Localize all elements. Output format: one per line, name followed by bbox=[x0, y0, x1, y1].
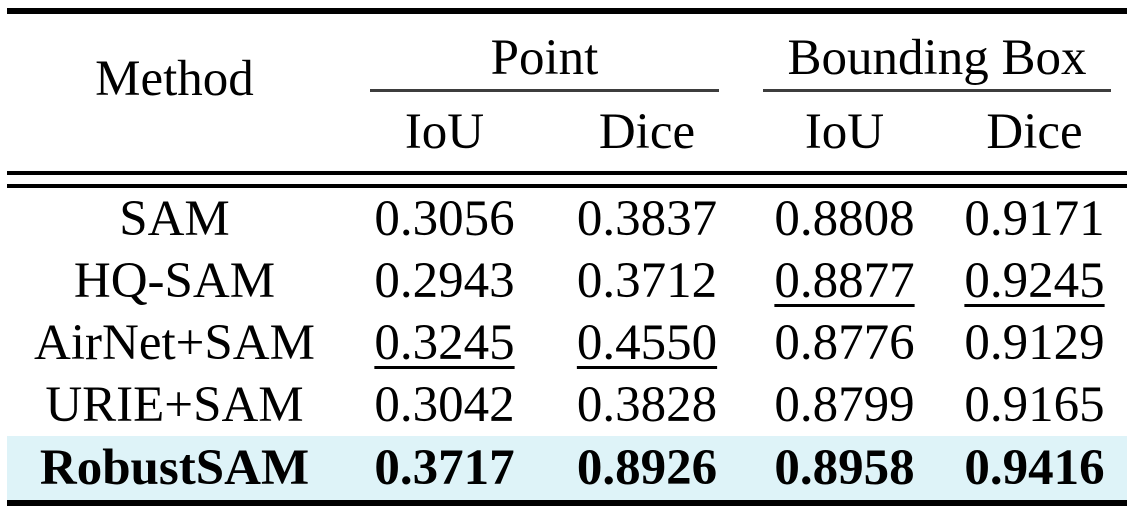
metric-value: 0.3042 bbox=[374, 377, 515, 434]
bbox-dice-cell: 0.9171 bbox=[942, 186, 1127, 250]
sub-header-row: IoU Dice IoU Dice bbox=[7, 92, 1128, 176]
table-row-urie-sam: URIE+SAM 0.3042 0.3828 0.8799 0.9165 bbox=[7, 374, 1127, 436]
point-dice-cell: 0.8926 bbox=[546, 436, 747, 507]
table-header: Method Point Bounding Box IoU Dice IoU D… bbox=[6, 11, 1128, 176]
metric-value: 0.8776 bbox=[774, 315, 915, 372]
column-header-point-dice: Dice bbox=[546, 92, 747, 176]
point-iou-cell: 0.3717 bbox=[341, 436, 547, 507]
metric-value-second-best: 0.3245 bbox=[374, 315, 515, 372]
point-iou-cell: 0.2943 bbox=[342, 250, 547, 312]
column-header-bbox-dice: Dice bbox=[942, 92, 1128, 176]
metric-value: 0.9129 bbox=[964, 315, 1105, 372]
bbox-iou-cell: 0.8958 bbox=[747, 436, 942, 507]
metric-value-best: 0.8926 bbox=[576, 440, 718, 497]
table-row-sam: SAM 0.3056 0.3837 0.8808 0.9171 bbox=[7, 186, 1127, 250]
metric-value: 0.3828 bbox=[576, 377, 718, 434]
metric-value: 0.8808 bbox=[774, 191, 915, 248]
method-name: AirNet+SAM bbox=[34, 315, 315, 372]
bbox-iou-cell: 0.8799 bbox=[747, 374, 942, 436]
column-header-point-iou: IoU bbox=[341, 92, 547, 176]
group-header-row: Method Point Bounding Box bbox=[6, 11, 1127, 176]
group-header-point: Point bbox=[342, 11, 747, 93]
point-dice-cell: 0.3712 bbox=[547, 250, 747, 312]
bbox-iou-cell: 0.8808 bbox=[747, 186, 942, 250]
column-header-method: Method bbox=[6, 11, 342, 176]
bbox-dice-cell: 0.9165 bbox=[942, 374, 1127, 436]
method-name: URIE+SAM bbox=[45, 377, 304, 434]
point-iou-cell: 0.3056 bbox=[342, 186, 547, 250]
metric-value: 0.3056 bbox=[374, 191, 515, 248]
table-row-robustsam-highlighted: RobustSAM 0.3717 0.8926 0.8958 0.9416 bbox=[6, 436, 1128, 507]
method-cell: SAM bbox=[7, 186, 342, 250]
bbox-dice-cell: 0.9245 bbox=[942, 250, 1127, 312]
bbox-dice-cell: 0.9416 bbox=[942, 436, 1128, 507]
metric-value: 0.8799 bbox=[774, 377, 915, 434]
double-rule bbox=[6, 173, 1128, 189]
method-name: HQ-SAM bbox=[73, 253, 276, 310]
metric-value-second-best: 0.4550 bbox=[576, 315, 718, 372]
method-name: RobustSAM bbox=[39, 440, 310, 497]
results-table: Method Point Bounding Box IoU Dice IoU D… bbox=[6, 8, 1128, 507]
point-dice-cell: 0.3828 bbox=[547, 374, 747, 436]
point-dice-cell: 0.3837 bbox=[547, 186, 747, 250]
metric-value: 0.2943 bbox=[374, 253, 515, 310]
point-iou-cell: 0.3042 bbox=[342, 374, 547, 436]
table-row-hq-sam: HQ-SAM 0.2943 0.3712 0.8877 0.9245 bbox=[7, 250, 1127, 312]
metric-value: 0.9165 bbox=[964, 377, 1105, 434]
table-body: SAM 0.3056 0.3837 0.8808 0.9171 HQ-SAM 0… bbox=[6, 173, 1128, 507]
metric-value-best: 0.9416 bbox=[964, 440, 1105, 497]
column-header-bbox-iou: IoU bbox=[747, 92, 942, 176]
table-row-airnet-sam: AirNet+SAM 0.3245 0.4550 0.8776 0.9129 bbox=[7, 312, 1127, 374]
method-cell: RobustSAM bbox=[6, 436, 342, 507]
metric-value: 0.3712 bbox=[576, 253, 718, 310]
group-header-bounding-box-label: Bounding Box bbox=[763, 28, 1112, 93]
method-cell: URIE+SAM bbox=[7, 374, 342, 436]
method-name: SAM bbox=[119, 191, 230, 248]
bbox-iou-cell: 0.8877 bbox=[747, 250, 942, 312]
metric-value-second-best: 0.9245 bbox=[964, 253, 1105, 310]
metric-value-best: 0.8958 bbox=[774, 440, 915, 497]
metric-value-best: 0.3717 bbox=[374, 440, 515, 497]
method-cell: AirNet+SAM bbox=[7, 312, 342, 374]
point-dice-cell: 0.4550 bbox=[547, 312, 747, 374]
point-iou-cell: 0.3245 bbox=[342, 312, 547, 374]
metric-value: 0.9171 bbox=[964, 191, 1105, 248]
bbox-iou-cell: 0.8776 bbox=[747, 312, 942, 374]
group-header-bounding-box: Bounding Box bbox=[747, 11, 1127, 93]
group-header-point-label: Point bbox=[369, 28, 719, 93]
metric-value: 0.3837 bbox=[576, 191, 718, 248]
bbox-dice-cell: 0.9129 bbox=[942, 312, 1127, 374]
method-cell: HQ-SAM bbox=[7, 250, 342, 312]
metric-value-second-best: 0.8877 bbox=[774, 253, 915, 310]
